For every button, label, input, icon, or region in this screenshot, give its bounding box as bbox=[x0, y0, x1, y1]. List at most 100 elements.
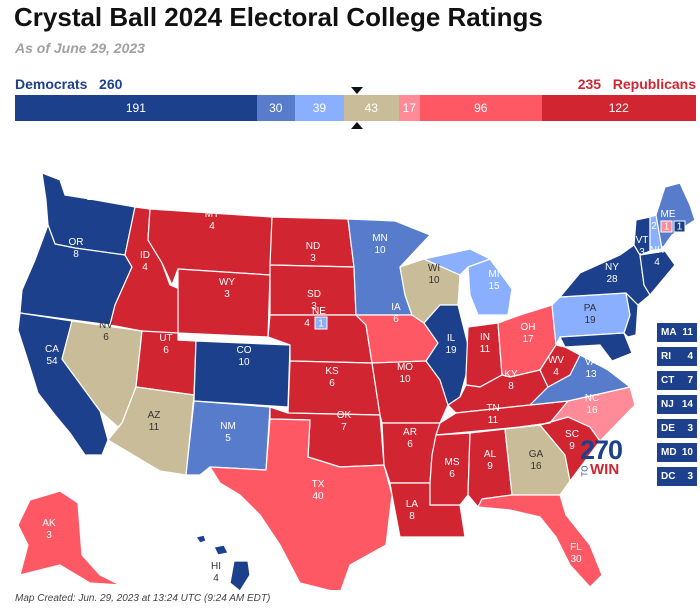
small-state-ev: 4 bbox=[687, 351, 693, 362]
state-label-az-abbr: AZ bbox=[148, 410, 161, 421]
state-label-wa-ev: 12 bbox=[86, 192, 98, 203]
state-label-in-abbr: IN bbox=[480, 332, 490, 343]
state-label-me-ev: 2 bbox=[651, 221, 657, 232]
state-ak[interactable] bbox=[17, 490, 121, 586]
state-label-mn-abbr: MN bbox=[372, 233, 388, 244]
state-label-vt-abbr: VT bbox=[636, 235, 649, 246]
small-state-ev: 3 bbox=[687, 423, 693, 434]
page-title: Crystal Ball 2024 Electoral College Rati… bbox=[14, 2, 543, 32]
state-label-pa-abbr: PA bbox=[584, 303, 597, 314]
bar-segment-likely-d[interactable]: 30 bbox=[256, 95, 295, 121]
state-label-ne-ev: 4 bbox=[304, 318, 310, 329]
small-state-nj[interactable]: NJ 14 bbox=[657, 395, 697, 414]
small-state-md[interactable]: MD 10 bbox=[657, 443, 697, 462]
state-label-ga-ev: 16 bbox=[530, 461, 542, 472]
state-new-england[interactable] bbox=[639, 250, 676, 296]
state-label-ia-ev: 6 bbox=[393, 314, 399, 325]
small-state-ri[interactable]: RI 4 bbox=[657, 347, 697, 366]
bar-segment-leans-r[interactable]: 17 bbox=[398, 95, 421, 121]
state-label-ks-abbr: KS bbox=[325, 366, 339, 377]
midpoint-marker-bottom bbox=[351, 122, 363, 129]
state-label-ut-ev: 6 bbox=[163, 345, 169, 356]
state-label-ny-abbr: NY bbox=[605, 262, 619, 273]
logo-to: TO bbox=[580, 465, 590, 477]
small-state-dc[interactable]: DC 3 bbox=[657, 467, 697, 486]
me-cd2-label: 1 bbox=[664, 222, 670, 233]
270towin-logo[interactable]: 270 TOWIN bbox=[580, 437, 626, 479]
state-label-nc-abbr: NC bbox=[585, 393, 599, 404]
state-label-id-abbr: ID bbox=[140, 250, 150, 261]
small-state-abbr: NJ bbox=[661, 399, 674, 410]
state-label-nh-ev: 4 bbox=[654, 257, 660, 268]
state-label-sd-abbr: SD bbox=[307, 289, 321, 300]
state-label-co-ev: 10 bbox=[238, 357, 250, 368]
as-of-date: As of June 29, 2023 bbox=[15, 40, 145, 56]
state-hi[interactable] bbox=[195, 534, 251, 590]
state-label-mi-abbr: MI bbox=[488, 269, 499, 280]
small-state-ev: 10 bbox=[681, 447, 693, 458]
me-cd2-badge[interactable] bbox=[660, 220, 673, 233]
bar-segment-leans-d[interactable]: 39 bbox=[294, 95, 345, 121]
state-label-ar-ev: 6 bbox=[407, 439, 413, 450]
state-label-va-abbr: VA bbox=[585, 357, 598, 368]
state-tx[interactable] bbox=[209, 418, 393, 590]
state-label-ok-abbr: OK bbox=[337, 410, 352, 421]
state-label-tn-abbr: TN bbox=[486, 403, 499, 414]
small-state-ct[interactable]: CT 7 bbox=[657, 371, 697, 390]
small-state-abbr: DC bbox=[661, 471, 676, 482]
state-label-me-abbr: ME bbox=[661, 209, 676, 220]
state-label-wi-ev: 10 bbox=[428, 275, 440, 286]
us-map: 1 1 1 WA 12 OR 8 CA 54 ID 4 NV 6 MT 4 WY… bbox=[17, 172, 696, 590]
state-label-ak-ev: 3 bbox=[46, 530, 52, 541]
small-state-de[interactable]: DE 3 bbox=[657, 419, 697, 438]
state-label-ny-ev: 28 bbox=[606, 274, 618, 285]
state-label-vt-ev: 3 bbox=[639, 247, 645, 258]
state-label-tn-ev: 11 bbox=[488, 415, 499, 426]
state-label-oh-ev: 17 bbox=[522, 334, 534, 345]
small-state-ma[interactable]: MA 11 bbox=[657, 323, 697, 342]
bar-segment-safe-d[interactable]: 191 bbox=[15, 95, 257, 121]
state-label-ms-abbr: MS bbox=[445, 457, 460, 468]
state-label-sd-ev: 3 bbox=[311, 301, 317, 312]
state-label-ut-abbr: UT bbox=[159, 333, 172, 344]
state-label-ok-ev: 7 bbox=[341, 422, 347, 433]
state-label-mt-ev: 4 bbox=[209, 221, 215, 232]
small-state-abbr: DE bbox=[661, 423, 675, 434]
bar-segment-tossup[interactable]: 43 bbox=[344, 95, 399, 121]
me-cd1-badge[interactable] bbox=[673, 220, 686, 233]
state-label-la-abbr: LA bbox=[406, 499, 419, 510]
state-label-ca-ev: 54 bbox=[46, 356, 58, 367]
state-label-al-abbr: AL bbox=[484, 449, 497, 460]
state-label-in-ev: 11 bbox=[480, 344, 491, 355]
state-fl[interactable] bbox=[477, 494, 603, 588]
state-ms[interactable] bbox=[429, 432, 471, 506]
state-label-hi-abbr: HI bbox=[211, 561, 221, 572]
democrats-total: Democrats 260 bbox=[15, 76, 122, 92]
ne-district-badge[interactable] bbox=[314, 316, 328, 330]
republicans-label: Republicans bbox=[612, 76, 696, 92]
state-label-ak-abbr: AK bbox=[42, 518, 56, 529]
state-mi-up[interactable] bbox=[423, 248, 491, 276]
state-label-mn-ev: 10 bbox=[374, 245, 386, 256]
state-label-fl-abbr: FL bbox=[570, 542, 582, 553]
state-label-nd-ev: 3 bbox=[310, 253, 316, 264]
state-label-az-ev: 11 bbox=[149, 422, 160, 433]
ne-district-label: 1 bbox=[318, 319, 324, 330]
small-state-ev: 11 bbox=[682, 327, 693, 338]
state-label-ks-ev: 6 bbox=[329, 378, 335, 389]
small-state-abbr: MA bbox=[661, 327, 677, 338]
state-label-la-ev: 8 bbox=[409, 511, 415, 522]
state-label-pa-ev: 19 bbox=[584, 315, 596, 326]
state-label-wv-abbr: WV bbox=[548, 355, 564, 366]
state-label-al-ev: 9 bbox=[487, 461, 493, 472]
map-created-footer: Map Created: Jun. 29, 2023 at 13:24 UTC … bbox=[15, 593, 271, 604]
state-label-tx-ev: 40 bbox=[312, 491, 324, 502]
state-label-ar-abbr: AR bbox=[403, 427, 417, 438]
bar-segment-safe-r[interactable]: 122 bbox=[541, 95, 696, 121]
state-label-co-abbr: CO bbox=[237, 345, 252, 356]
state-label-ia-abbr: IA bbox=[391, 302, 401, 313]
state-label-ms-ev: 6 bbox=[449, 469, 455, 480]
state-label-ca-abbr: CA bbox=[45, 344, 59, 355]
state-label-nm-ev: 5 bbox=[225, 433, 231, 444]
bar-segment-likely-r[interactable]: 96 bbox=[420, 95, 542, 121]
